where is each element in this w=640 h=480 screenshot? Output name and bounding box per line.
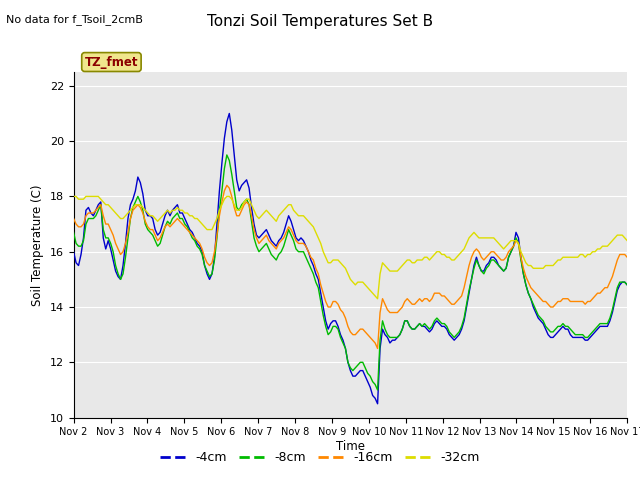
Y-axis label: Soil Temperature (C): Soil Temperature (C) xyxy=(31,184,44,306)
Text: No data for f_Tsoil_2cmB: No data for f_Tsoil_2cmB xyxy=(6,14,143,25)
X-axis label: Time: Time xyxy=(336,440,365,453)
Text: Tonzi Soil Temperatures Set B: Tonzi Soil Temperatures Set B xyxy=(207,14,433,29)
Legend: -4cm, -8cm, -16cm, -32cm: -4cm, -8cm, -16cm, -32cm xyxy=(156,446,484,469)
Text: TZ_fmet: TZ_fmet xyxy=(84,56,138,69)
